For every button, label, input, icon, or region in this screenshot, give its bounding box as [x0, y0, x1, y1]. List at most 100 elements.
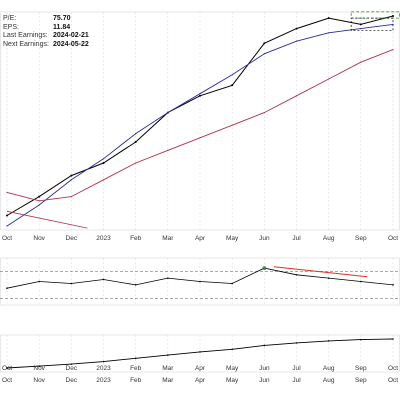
breadth-point — [199, 351, 201, 353]
eps-row: EPS: 11.84 — [3, 24, 89, 33]
eps-value: 11.84 — [53, 23, 71, 31]
breadth-point — [295, 342, 298, 344]
price-point — [6, 225, 8, 227]
breadth-point — [70, 363, 73, 365]
breadth-point — [6, 367, 8, 369]
rsi-tick-label: Apr — [195, 365, 206, 372]
breadth-tick-label: Nov — [33, 377, 45, 384]
last-earnings-row: Last Earnings: 2024-02-21 — [3, 32, 89, 41]
price-point — [295, 95, 298, 97]
price-point — [295, 27, 298, 30]
rsi-point — [295, 273, 298, 276]
next-earnings-label: Next Earnings: — [3, 40, 49, 48]
breadth-point — [263, 344, 266, 347]
price-point — [135, 162, 137, 164]
price-point — [231, 74, 233, 76]
rsi-point — [134, 284, 137, 286]
rsi-tick-label: Jul — [292, 365, 301, 372]
breadth-point — [102, 360, 105, 363]
price-point — [328, 78, 330, 80]
breadth-point — [38, 365, 40, 367]
rsi-trendline — [273, 266, 368, 278]
breadth-point — [360, 338, 362, 341]
price-tick-label: May — [226, 235, 239, 242]
last-earnings-label: Last Earnings: — [3, 32, 48, 40]
price-tick-label: Dec — [66, 235, 78, 242]
price-point — [134, 141, 137, 143]
breadth-tick-label: Oct — [388, 377, 398, 384]
last-earnings-value: 2024-02-21 — [53, 32, 89, 40]
fundamentals-table: P/E: 75.70 EPS: 11.84 Last Earnings: 202… — [3, 15, 89, 49]
next-earnings-row: Next Earnings: 2024-05-22 — [3, 41, 89, 50]
rsi-point — [327, 277, 330, 279]
price-point — [38, 204, 40, 206]
price-tick-label: Sep — [355, 235, 367, 242]
breadth-tick-label: Aug — [323, 377, 335, 384]
rsi-overbought-mark — [262, 266, 267, 271]
price-point — [199, 94, 201, 97]
rsi-point — [231, 282, 233, 285]
price-tick-label: Apr — [195, 235, 206, 242]
price-point — [360, 61, 362, 63]
rsi-point — [392, 284, 394, 286]
price-tick-label: 2023 — [96, 235, 111, 242]
price-point — [263, 53, 265, 55]
pe-label: P/E: — [3, 15, 17, 22]
price-point — [167, 112, 169, 114]
breadth-tick-label: Feb — [130, 377, 142, 384]
breadth-tick-label: Sep — [355, 377, 367, 384]
price-panel: Oct Nov Dec 2023 Feb Mar Apr May Jun Jul Aug Sep Oct — [0, 11, 400, 242]
price-point — [327, 17, 330, 20]
breadth-panel: Oct Nov Dec 2023 Feb Mar Apr May Jun Jul Aug Sep Oct — [0, 334, 400, 384]
price-tick-label: Feb — [130, 235, 142, 242]
breadth-tick-label: May — [226, 377, 239, 384]
rsi-point — [360, 280, 362, 283]
price-point — [199, 93, 201, 95]
rsi-tick-label: May — [226, 365, 239, 372]
price-point — [70, 179, 72, 181]
price-point — [359, 23, 362, 26]
pe-row: P/E: 75.70 — [3, 15, 89, 24]
price-point — [360, 28, 362, 30]
price-point — [102, 158, 105, 160]
eps-label: EPS: — [3, 23, 19, 31]
breadth-point — [167, 354, 169, 356]
rsi-point — [199, 280, 201, 283]
price-channel — [350, 11, 400, 19]
price-tick-label: Aug — [323, 235, 335, 242]
pe-value: 75.70 — [53, 15, 71, 22]
breadth-point — [327, 340, 330, 342]
breadth-tick-label: Oct — [2, 377, 12, 384]
price-point — [6, 191, 8, 193]
price-point — [263, 112, 265, 114]
rsi-point — [38, 280, 40, 283]
price-tick-label: Jul — [292, 235, 301, 242]
price-trendline — [6, 210, 88, 229]
rsi-tick-label: Nov — [33, 365, 45, 372]
price-point — [392, 15, 394, 17]
price-point — [70, 196, 72, 198]
price-point — [167, 149, 169, 151]
rsi-point — [167, 277, 169, 279]
price-point — [135, 133, 137, 135]
rsi-point — [70, 282, 73, 285]
price-point — [70, 174, 73, 177]
price-point — [102, 179, 105, 181]
breadth-tick-label: Jul — [292, 377, 301, 384]
price-tick-label: Mar — [162, 235, 174, 242]
price-tick-label: Jun — [259, 235, 270, 242]
price-tick-label: Nov — [33, 235, 45, 242]
breadth-point — [134, 357, 137, 360]
price-point — [102, 162, 105, 164]
breadth-tick-label: Apr — [195, 377, 206, 384]
breadth-tick-label: Dec — [66, 377, 78, 384]
breadth-tick-label: Jun — [259, 377, 270, 384]
price-point — [231, 124, 233, 126]
price-box — [350, 17, 394, 32]
price-point — [263, 42, 266, 45]
rsi-tick-label: Dec — [66, 365, 78, 372]
next-earnings-value: 2024-05-22 — [53, 40, 89, 48]
breadth-point — [231, 348, 233, 351]
